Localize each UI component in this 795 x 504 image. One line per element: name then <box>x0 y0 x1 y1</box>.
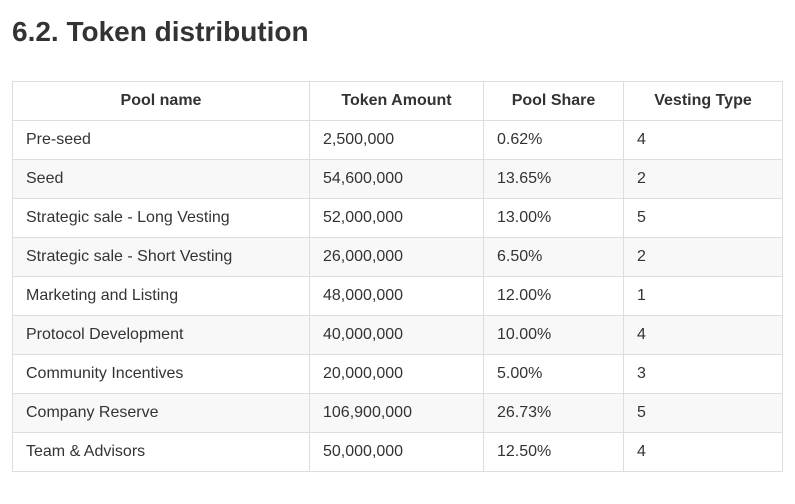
cell-vesting-type: 5 <box>623 198 783 238</box>
cell-vesting-type: 1 <box>623 276 783 316</box>
cell-pool-share: 0.62% <box>483 120 624 160</box>
table-row: Community Incentives 20,000,000 5.00% 3 <box>12 354 783 394</box>
cell-token-amount: 50,000,000 <box>309 432 484 472</box>
cell-pool-share: 26.73% <box>483 393 624 433</box>
cell-pool-share: 6.50% <box>483 237 624 277</box>
table-row: Strategic sale - Long Vesting 52,000,000… <box>12 198 783 238</box>
cell-pool-name: Strategic sale - Short Vesting <box>12 237 310 277</box>
cell-token-amount: 2,500,000 <box>309 120 484 160</box>
cell-vesting-type: 2 <box>623 159 783 199</box>
cell-token-amount: 40,000,000 <box>309 315 484 355</box>
cell-vesting-type: 4 <box>623 120 783 160</box>
table-row: Protocol Development 40,000,000 10.00% 4 <box>12 315 783 355</box>
cell-pool-share: 12.50% <box>483 432 624 472</box>
cell-token-amount: 26,000,000 <box>309 237 484 277</box>
header-pool-share: Pool Share <box>483 81 624 121</box>
cell-pool-share: 13.65% <box>483 159 624 199</box>
cell-pool-name: Marketing and Listing <box>12 276 310 316</box>
header-token-amount: Token Amount <box>309 81 484 121</box>
table-row: Marketing and Listing 48,000,000 12.00% … <box>12 276 783 316</box>
cell-token-amount: 52,000,000 <box>309 198 484 238</box>
table-row: Team & Advisors 50,000,000 12.50% 4 <box>12 432 783 472</box>
cell-pool-share: 13.00% <box>483 198 624 238</box>
cell-pool-share: 12.00% <box>483 276 624 316</box>
cell-pool-name: Seed <box>12 159 310 199</box>
cell-vesting-type: 3 <box>623 354 783 394</box>
header-vesting-type: Vesting Type <box>623 81 783 121</box>
cell-pool-name: Company Reserve <box>12 393 310 433</box>
header-pool-name: Pool name <box>12 81 310 121</box>
cell-vesting-type: 5 <box>623 393 783 433</box>
cell-pool-name: Strategic sale - Long Vesting <box>12 198 310 238</box>
table-row: Strategic sale - Short Vesting 26,000,00… <box>12 237 783 277</box>
cell-token-amount: 106,900,000 <box>309 393 484 433</box>
cell-token-amount: 48,000,000 <box>309 276 484 316</box>
table-header-row: Pool name Token Amount Pool Share Vestin… <box>12 81 783 121</box>
token-distribution-table: Pool name Token Amount Pool Share Vestin… <box>12 81 783 472</box>
cell-token-amount: 54,600,000 <box>309 159 484 199</box>
cell-pool-name: Pre-seed <box>12 120 310 160</box>
cell-pool-name: Community Incentives <box>12 354 310 394</box>
cell-vesting-type: 4 <box>623 432 783 472</box>
table-row: Pre-seed 2,500,000 0.62% 4 <box>12 120 783 160</box>
cell-pool-share: 5.00% <box>483 354 624 394</box>
cell-pool-name: Protocol Development <box>12 315 310 355</box>
cell-vesting-type: 2 <box>623 237 783 277</box>
section-title: 6.2. Token distribution <box>12 16 309 47</box>
cell-token-amount: 20,000,000 <box>309 354 484 394</box>
table-row: Company Reserve 106,900,000 26.73% 5 <box>12 393 783 433</box>
table-row: Seed 54,600,000 13.65% 2 <box>12 159 783 199</box>
cell-pool-name: Team & Advisors <box>12 432 310 472</box>
cell-vesting-type: 4 <box>623 315 783 355</box>
cell-pool-share: 10.00% <box>483 315 624 355</box>
